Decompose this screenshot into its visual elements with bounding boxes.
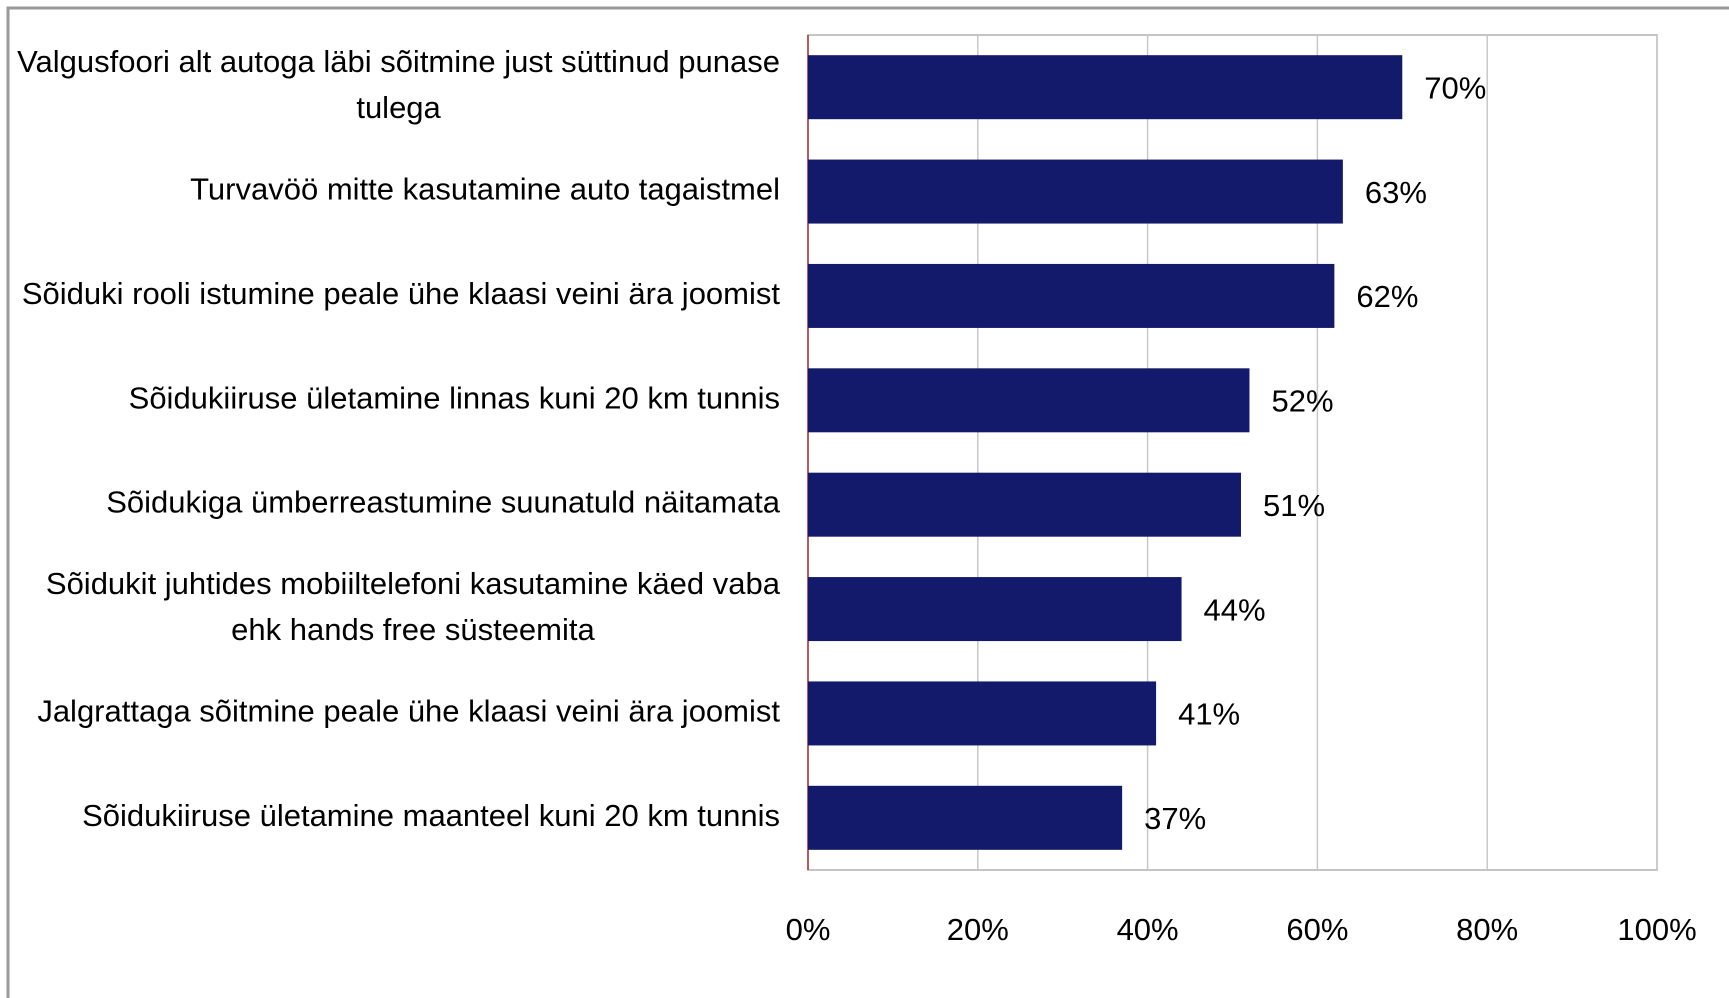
x-tick-label: 40%: [1117, 912, 1179, 947]
value-label: 51%: [1263, 488, 1325, 523]
frame: [6, 6, 1729, 998]
x-tick-label: 100%: [1617, 912, 1696, 947]
value-label: 62%: [1356, 279, 1418, 314]
y-tick-label: Valgusfoori alt autoga läbi sõitmine jus…: [17, 44, 780, 125]
x-tick-label: 60%: [1286, 912, 1348, 947]
y-tick-label: Jalgrattaga sõitmine peale ühe klaasi ve…: [37, 694, 780, 729]
x-tick-label: 80%: [1456, 912, 1518, 947]
value-label: 37%: [1144, 801, 1206, 836]
value-label: 41%: [1178, 697, 1240, 732]
x-tick-label: 20%: [947, 912, 1009, 947]
y-tick-label: Sõidukiiruse ületamine linnas kuni 20 km…: [129, 381, 780, 416]
y-tick-label: Sõiduki rooli istumine peale ühe klaasi …: [22, 276, 781, 311]
value-label: 70%: [1424, 70, 1486, 105]
bar: [808, 785, 1123, 850]
value-label: 52%: [1271, 384, 1333, 419]
bar: [808, 681, 1157, 746]
bar: [808, 472, 1241, 537]
bar: [808, 159, 1343, 224]
y-tick-label: Sõidukiga ümberreastumine suunatuld näit…: [106, 485, 781, 520]
value-label: 63%: [1365, 175, 1427, 210]
value-label: 44%: [1204, 592, 1266, 627]
y-tick-label: Sõidukit juhtides mobiiltelefoni kasutam…: [46, 566, 781, 647]
y-tick-label: Sõidukiiruse ületamine maanteel kuni 20 …: [82, 798, 780, 833]
x-tick-label: 0%: [786, 912, 831, 947]
bar: [808, 368, 1250, 433]
bar: [808, 577, 1182, 642]
bar: [808, 263, 1335, 328]
y-tick-label: Turvavöö mitte kasutamine auto tagaistme…: [190, 172, 780, 207]
bar: [808, 55, 1403, 120]
